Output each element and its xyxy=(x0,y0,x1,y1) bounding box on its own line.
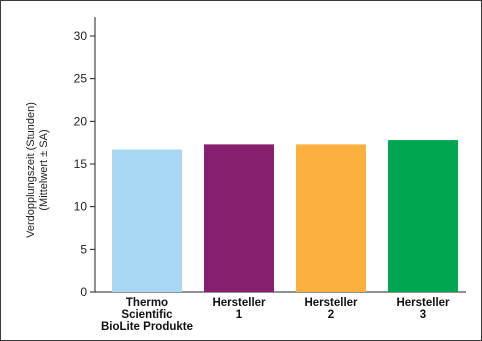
bar-4 xyxy=(388,140,458,292)
x-category-label-line: Hersteller xyxy=(396,297,450,309)
y-tick-label: 10 xyxy=(74,200,88,214)
y-tick-label: 30 xyxy=(74,29,88,43)
x-category-label-line: BioLite Produkte xyxy=(101,321,193,333)
x-category-label-line: Hersteller xyxy=(304,297,358,309)
x-category-label-line: Thermo xyxy=(126,297,168,309)
x-category-label-4: Hersteller 3 xyxy=(396,297,450,321)
y-axis-label-line: (Mittelwert ± SA) xyxy=(38,129,50,210)
bar-1 xyxy=(112,149,182,292)
y-axis-label: Verdopplungszeit (Stunden) (Mittelwert ± … xyxy=(25,102,50,238)
x-category-label-line: Hersteller xyxy=(212,297,266,309)
x-category-label-2: Hersteller 1 xyxy=(212,297,266,321)
x-category-label-1: Thermo Scientific BioLite Produkte xyxy=(101,297,193,333)
x-category-label-line: 1 xyxy=(236,309,243,321)
bar-3 xyxy=(296,144,366,292)
y-tick-label: 25 xyxy=(74,72,88,86)
x-category-label-line: 2 xyxy=(328,309,334,321)
y-tick-label: 15 xyxy=(74,157,88,171)
x-category-labels: Thermo Scientific BioLite Produkte Herstell… xyxy=(101,297,450,333)
y-axis-label-line: Verdopplungszeit (Stunden) xyxy=(25,102,37,238)
y-ticks: 0 5 10 15 20 25 30 xyxy=(74,29,95,299)
x-category-label-line: Scientific xyxy=(121,309,173,321)
x-category-label-3: Hersteller 2 xyxy=(304,297,358,321)
y-tick-label: 5 xyxy=(80,242,87,256)
y-tick-label: 20 xyxy=(74,114,88,128)
x-category-label-line: 3 xyxy=(420,309,426,321)
y-tick-label: 0 xyxy=(80,285,87,299)
y-axis-label-text: Verdopplungszeit (Stunden) (Mittelwert ± … xyxy=(25,102,50,238)
bar-2 xyxy=(204,144,274,292)
bars xyxy=(112,140,458,292)
